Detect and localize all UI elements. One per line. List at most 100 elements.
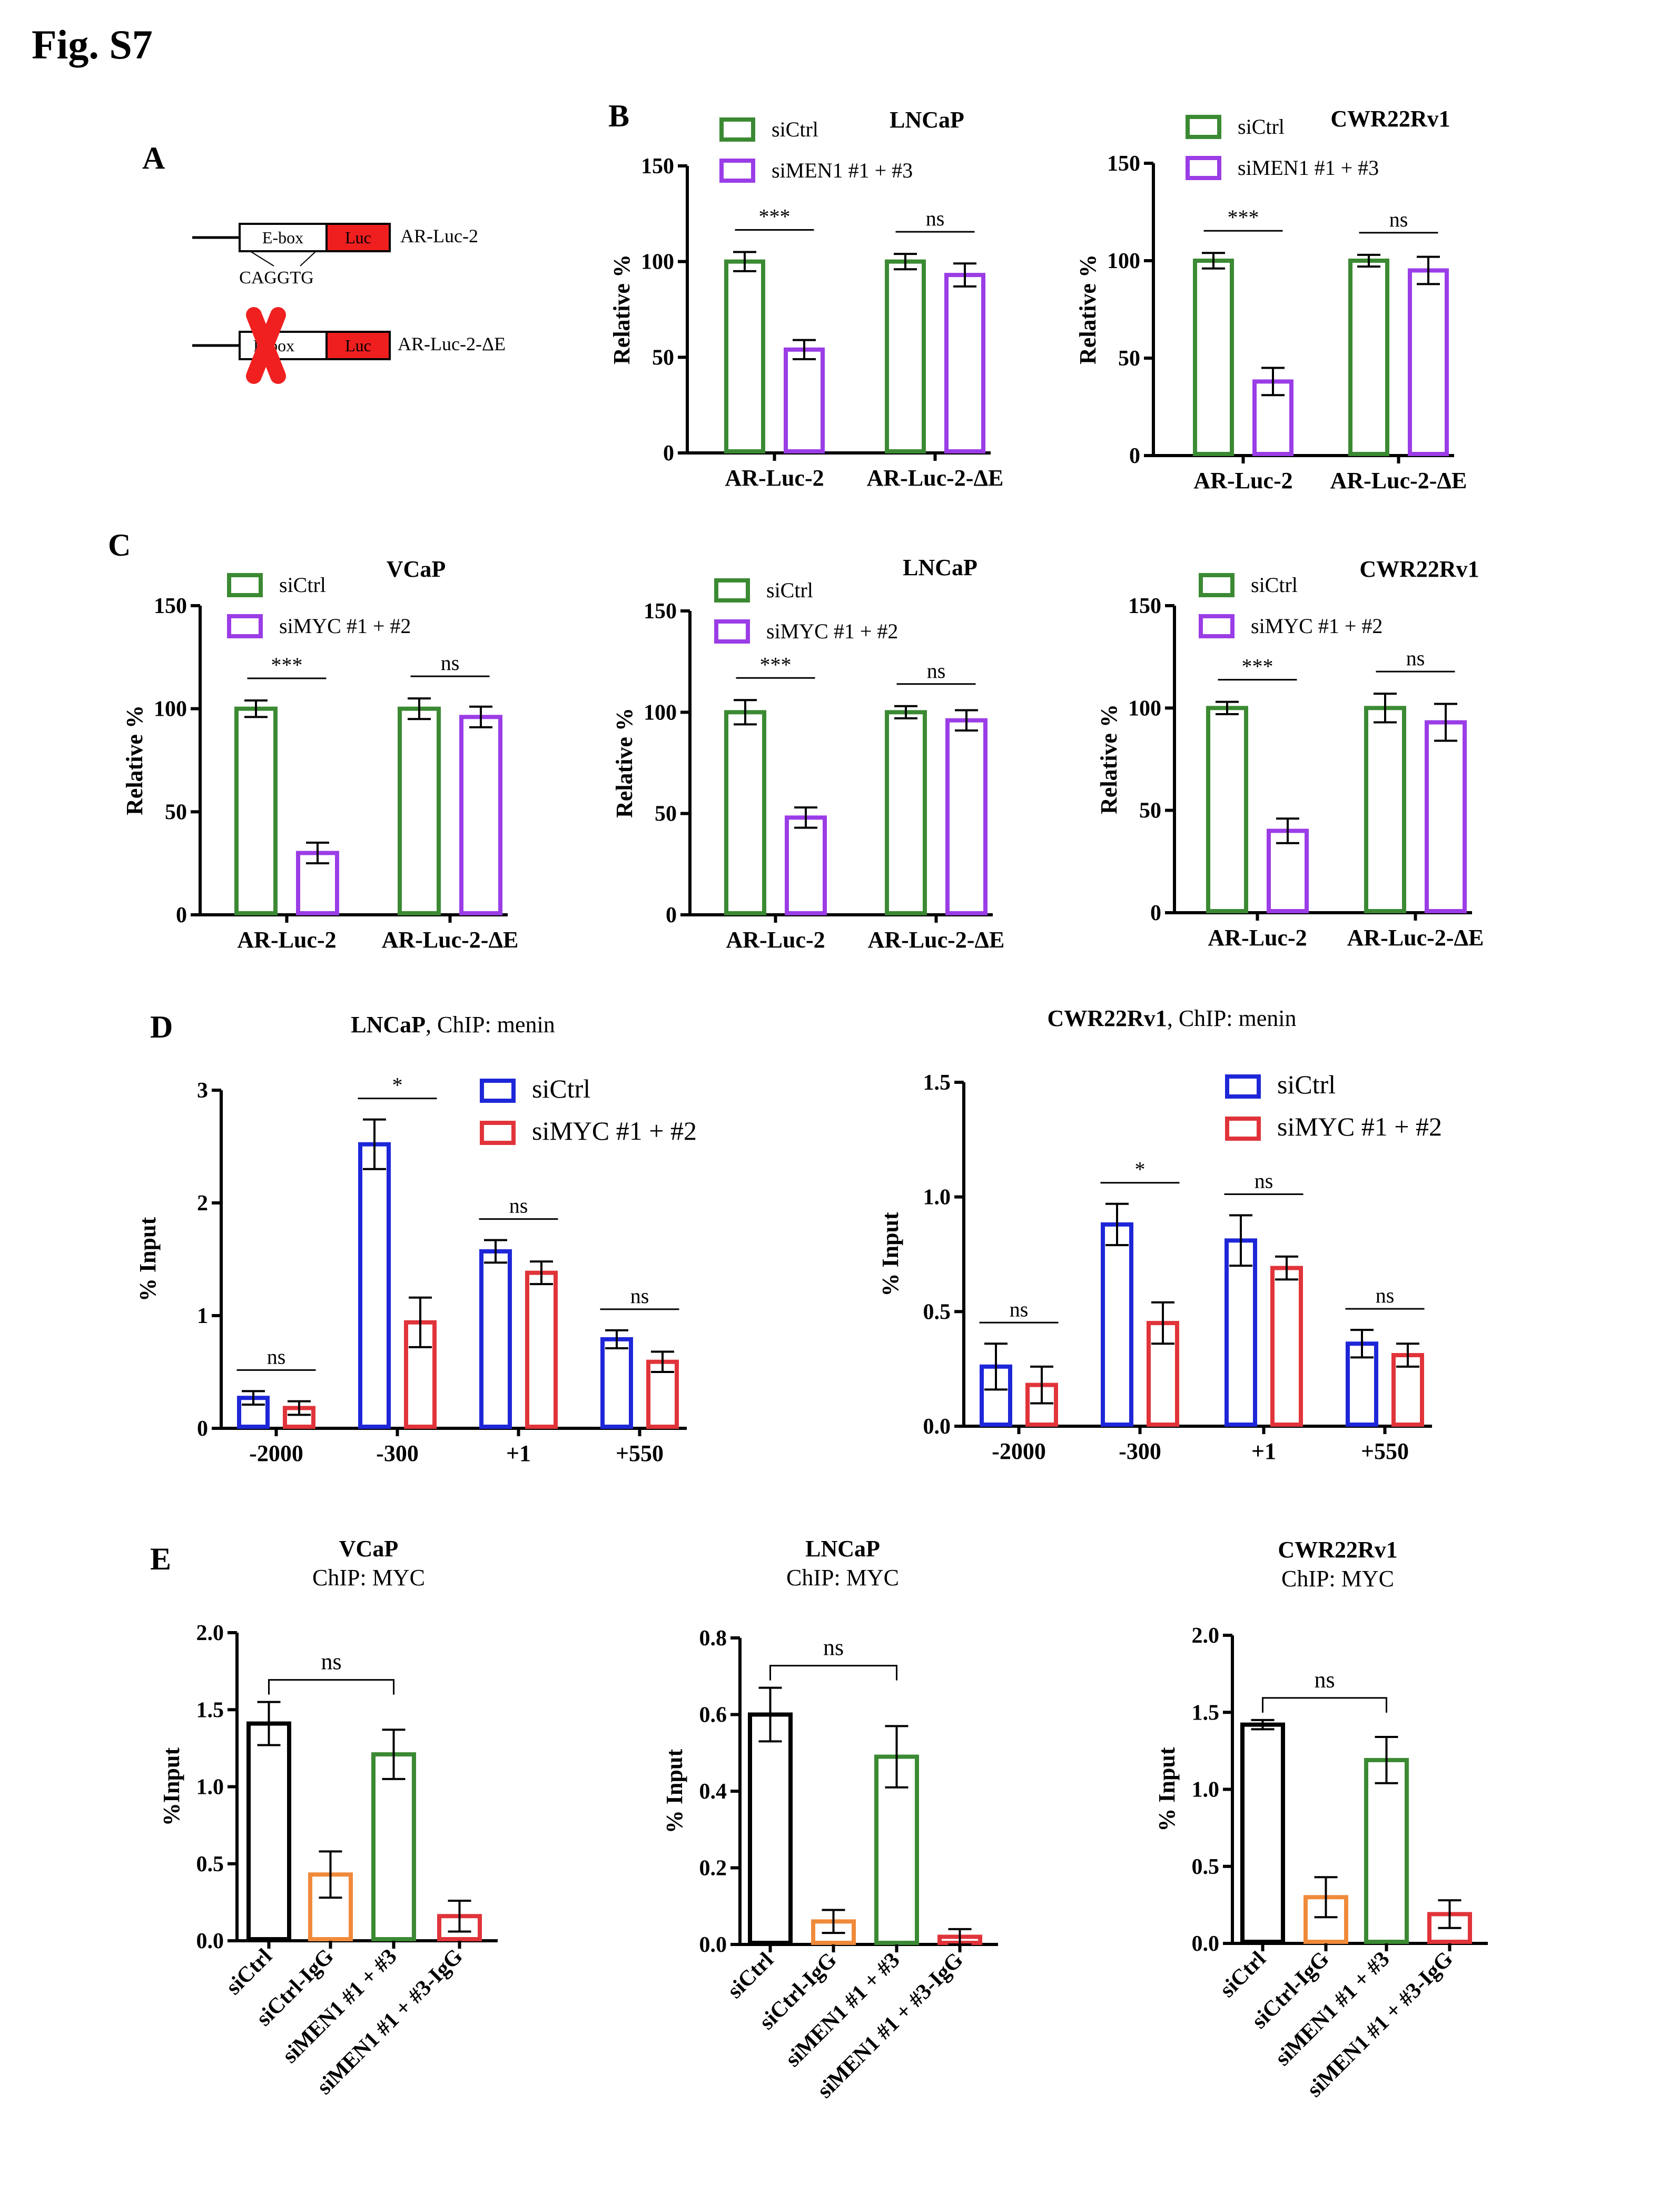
bar xyxy=(724,710,766,916)
legend-swatch xyxy=(480,1079,516,1103)
bar xyxy=(1364,706,1406,914)
x-tick-label: AR-Luc-2 xyxy=(725,465,824,491)
chart-c3: CWR22Rv1 0 50 100 150 Relative % *** AR-Luc-2 ns… xyxy=(1096,556,1484,951)
x-tick-label: siCtrl xyxy=(1215,1947,1270,2002)
significance-label: ns xyxy=(1406,646,1425,670)
y-tick-label: 0 xyxy=(1129,444,1140,468)
legend-label: siMYC #1 + #2 xyxy=(532,1116,697,1146)
bar xyxy=(459,715,502,915)
legend-swatch xyxy=(1225,1117,1261,1141)
x-tick-label: AR-Luc-2 xyxy=(726,927,825,953)
chart-title-cell-line: CWR22Rv1 xyxy=(1047,1005,1167,1031)
deletion-cross-icon xyxy=(246,307,286,384)
x-tick-label: AR-Luc-2-ΔE xyxy=(1347,925,1484,951)
y-tick-label: 2 xyxy=(197,1191,208,1216)
significance-label: *** xyxy=(271,653,303,677)
significance-label: ns xyxy=(1389,208,1408,231)
bar xyxy=(785,815,827,915)
bar xyxy=(398,706,441,915)
chart-subtitle: ChIP: MYC xyxy=(312,1565,425,1591)
luc-box xyxy=(325,331,391,360)
luc-box xyxy=(325,223,391,252)
bar xyxy=(234,706,278,915)
bar xyxy=(1364,1757,1409,1944)
y-tick-label: 50 xyxy=(1118,347,1140,371)
y-tick-label: 0.5 xyxy=(196,1852,224,1877)
legend-label: siMYC #1 + #2 xyxy=(279,614,411,638)
y-tick-label: 0 xyxy=(1150,901,1161,925)
y-tick-label: 150 xyxy=(644,599,677,624)
bar xyxy=(600,1337,633,1429)
y-axis-label: Relative % xyxy=(1075,254,1101,364)
bar xyxy=(525,1270,558,1429)
schematic-construct-2: E-box Luc AR-Luc-2-ΔE xyxy=(192,307,506,384)
x-tick-label: +1 xyxy=(1251,1438,1276,1464)
legend-swatch xyxy=(719,159,755,183)
y-tick-label: 0.5 xyxy=(923,1300,951,1324)
sequence-pointer xyxy=(300,251,317,266)
bar xyxy=(1193,259,1234,456)
significance-label: * xyxy=(1135,1158,1146,1181)
ebox-sequence: CAGGTG xyxy=(239,268,314,288)
y-tick-label: 100 xyxy=(1107,249,1140,273)
chart-title-rest: , ChIP: menin xyxy=(426,1012,555,1038)
bar xyxy=(371,1752,416,1941)
y-tick-label: 1.5 xyxy=(923,1071,951,1095)
y-axis-label: Relative % xyxy=(609,254,635,364)
x-tick-label: +550 xyxy=(1361,1438,1409,1464)
y-tick-label: 150 xyxy=(1107,152,1140,176)
bar xyxy=(748,1712,793,1945)
y-tick-label: 0.8 xyxy=(699,1626,727,1651)
panel-label-d: D xyxy=(150,1010,173,1044)
significance-label: ns xyxy=(1255,1169,1273,1192)
legend-label: siCtrl xyxy=(1277,1070,1336,1099)
bar xyxy=(945,718,987,915)
chart-title: LNCaP xyxy=(903,555,977,580)
ebox-box xyxy=(239,223,328,252)
x-tick-label: siMEN1 #1 + #3 xyxy=(1271,1947,1395,2071)
y-tick-label: 100 xyxy=(1128,696,1161,720)
y-tick-label: 1.0 xyxy=(1192,1778,1220,1802)
x-tick-label: +1 xyxy=(506,1440,531,1466)
legend-swatch xyxy=(714,619,750,644)
chart-title: VCaP xyxy=(339,1536,398,1562)
y-tick-label: 150 xyxy=(154,594,187,618)
ebox-label: E-box xyxy=(262,228,303,247)
legend-swatch xyxy=(480,1121,516,1145)
y-tick-label: 50 xyxy=(655,802,677,826)
y-tick-label: 1 xyxy=(197,1304,208,1328)
significance-label: ns xyxy=(321,1649,341,1675)
x-tick-label: AR-Luc-2-ΔE xyxy=(868,927,1005,953)
y-tick-label: 1.5 xyxy=(1192,1701,1220,1725)
x-tick-label: -2000 xyxy=(249,1440,303,1466)
luc-label: Luc xyxy=(345,336,371,355)
x-tick-label: siMEN1 #1 + #3 xyxy=(278,1944,402,2068)
significance-label: ns xyxy=(1010,1297,1029,1321)
y-tick-label: 2.0 xyxy=(196,1621,224,1645)
x-tick-label: AR-Luc-2-ΔE xyxy=(1330,468,1467,493)
significance-label: *** xyxy=(1228,205,1259,229)
bar xyxy=(1224,1238,1257,1427)
x-tick-label: siMEN1 #1 + #3 xyxy=(781,1948,905,2072)
legend-label: siMEN1 #1 + #3 xyxy=(1238,156,1379,180)
y-axis-label: % Input xyxy=(135,1217,161,1302)
legend-swatch xyxy=(227,573,263,597)
y-tick-label: 0.0 xyxy=(923,1415,951,1439)
y-axis-label: % Input xyxy=(1154,1747,1180,1832)
bar xyxy=(1348,259,1389,456)
chart-title: LNCaP xyxy=(890,107,964,133)
legend-label: siCtrl xyxy=(772,117,818,141)
figure-title: Fig. S7 xyxy=(32,22,153,67)
y-axis-label: % Input xyxy=(877,1212,903,1297)
chart-e3: CWR22Rv1 ChIP: MYC 0.0 0.5 1.0 1.5 2.0 % Input s… xyxy=(1154,1537,1488,2102)
significance-label: *** xyxy=(760,653,792,676)
y-tick-label: 150 xyxy=(641,154,674,179)
chart-title: CWR22Rv1, ChIP: menin xyxy=(1047,1005,1296,1031)
y-tick-label: 0.2 xyxy=(699,1856,727,1881)
legend-label: siMYC #1 + #2 xyxy=(766,619,898,643)
y-axis-label: Relative % xyxy=(1096,704,1122,814)
x-tick-label: AR-Luc-2 xyxy=(1193,468,1292,493)
significance-label: ns xyxy=(926,206,945,230)
x-tick-label: siCtrl xyxy=(723,1948,778,2003)
